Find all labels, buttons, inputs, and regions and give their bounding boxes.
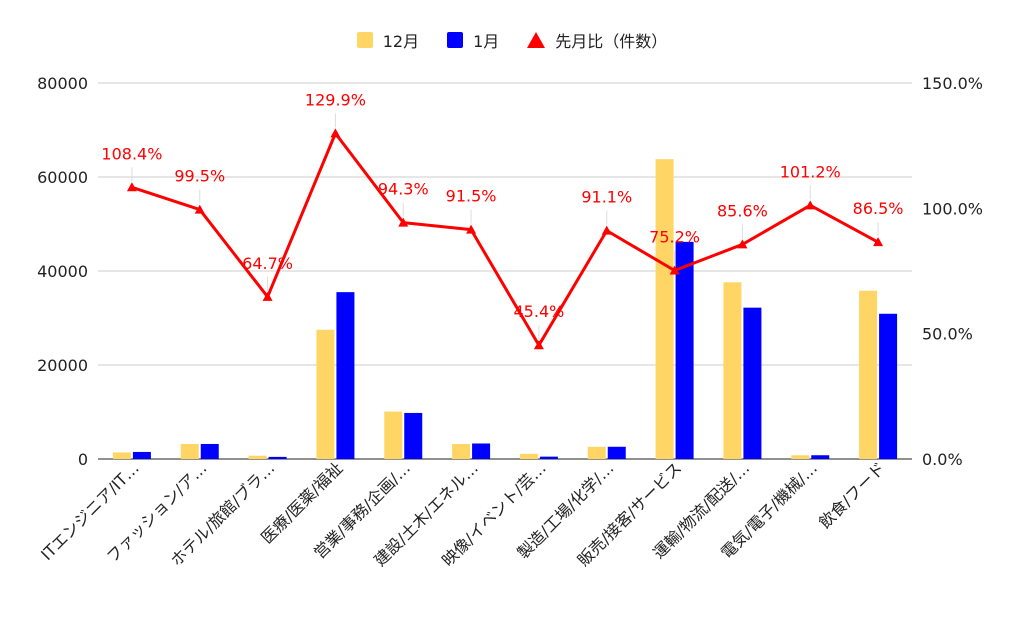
ratio-data-label: 85.6% (717, 201, 768, 220)
y-left-tick-label: 40000 (37, 262, 88, 281)
legend-item-jan: 1月 (447, 28, 499, 52)
bar-jan (404, 412, 423, 459)
ratio-point (466, 224, 477, 234)
bar-dec (791, 455, 810, 459)
ratio-point (398, 217, 409, 227)
y-right-tick-label: 0.0% (922, 450, 963, 469)
y-left-tick-label: 60000 (37, 168, 88, 187)
bar-dec (723, 282, 742, 459)
y-left-tick-label: 0 (78, 450, 88, 469)
bar-jan (200, 443, 219, 459)
ratio-point (669, 265, 680, 275)
legend-triangle-ratio (527, 32, 546, 48)
legend-label-dec: 12月 (382, 32, 420, 51)
bar-dec (316, 329, 335, 459)
ratio-point (873, 237, 884, 247)
bar-dec (248, 455, 267, 459)
ratio-data-label: 45.4% (514, 302, 565, 321)
bar-jan (336, 292, 355, 459)
bar-dec (452, 443, 471, 459)
ratio-data-label: 94.3% (378, 180, 429, 199)
ratio-point (194, 204, 205, 214)
ratio-data-label: 86.5% (853, 199, 904, 218)
ratio-point (262, 291, 273, 301)
ratio-data-label: 101.2% (780, 162, 841, 181)
ratio-point (330, 128, 341, 138)
bar-dec (587, 446, 606, 459)
ratio-point (737, 239, 748, 249)
y-left-tick-label: 20000 (37, 356, 88, 375)
ratio-data-label: 99.5% (174, 167, 225, 186)
y-right-tick-label: 150.0% (922, 74, 983, 93)
y-left-tick-label: 80000 (37, 74, 88, 93)
bar-jan (268, 456, 287, 459)
bar-jan (743, 307, 762, 459)
legend-item-ratio: 先月比（件数） (527, 28, 667, 52)
bar-jan (879, 313, 898, 459)
ratio-point (601, 225, 612, 235)
ratio-data-label: 91.1% (581, 188, 632, 207)
bar-dec (519, 453, 538, 459)
ratio-point (533, 340, 544, 350)
bar-dec (112, 452, 131, 459)
ratio-point (126, 182, 137, 192)
ratio-data-label: 108.4% (101, 144, 162, 163)
y-right-tick-label: 50.0% (922, 325, 973, 344)
legend-item-dec: 12月 (356, 28, 420, 52)
bar-dec (384, 411, 403, 459)
ratio-point (805, 200, 816, 210)
legend-label-jan: 1月 (473, 32, 500, 51)
ratio-data-label: 91.5% (446, 187, 497, 206)
bar-jan (132, 451, 151, 459)
bar-dec (655, 159, 674, 459)
x-tick-label: 飲食/フード (815, 458, 889, 532)
bar-jan (675, 241, 694, 459)
legend: 12月 1月 先月比（件数） (0, 28, 1024, 52)
legend-swatch-jan (447, 32, 464, 48)
y-right-tick-label: 100.0% (922, 199, 983, 218)
bar-jan (472, 443, 491, 459)
legend-label-ratio: 先月比（件数） (555, 32, 668, 51)
ratio-data-label: 75.2% (649, 227, 700, 246)
legend-swatch-dec (356, 32, 373, 48)
bar-dec (180, 443, 199, 459)
bar-jan (539, 456, 558, 459)
bar-jan (811, 455, 830, 459)
ratio-data-label: 64.7% (242, 254, 293, 273)
bar-dec (859, 290, 878, 459)
ratio-line (131, 131, 879, 347)
ratio-data-label: 129.9% (305, 90, 366, 109)
bar-jan (607, 446, 626, 459)
